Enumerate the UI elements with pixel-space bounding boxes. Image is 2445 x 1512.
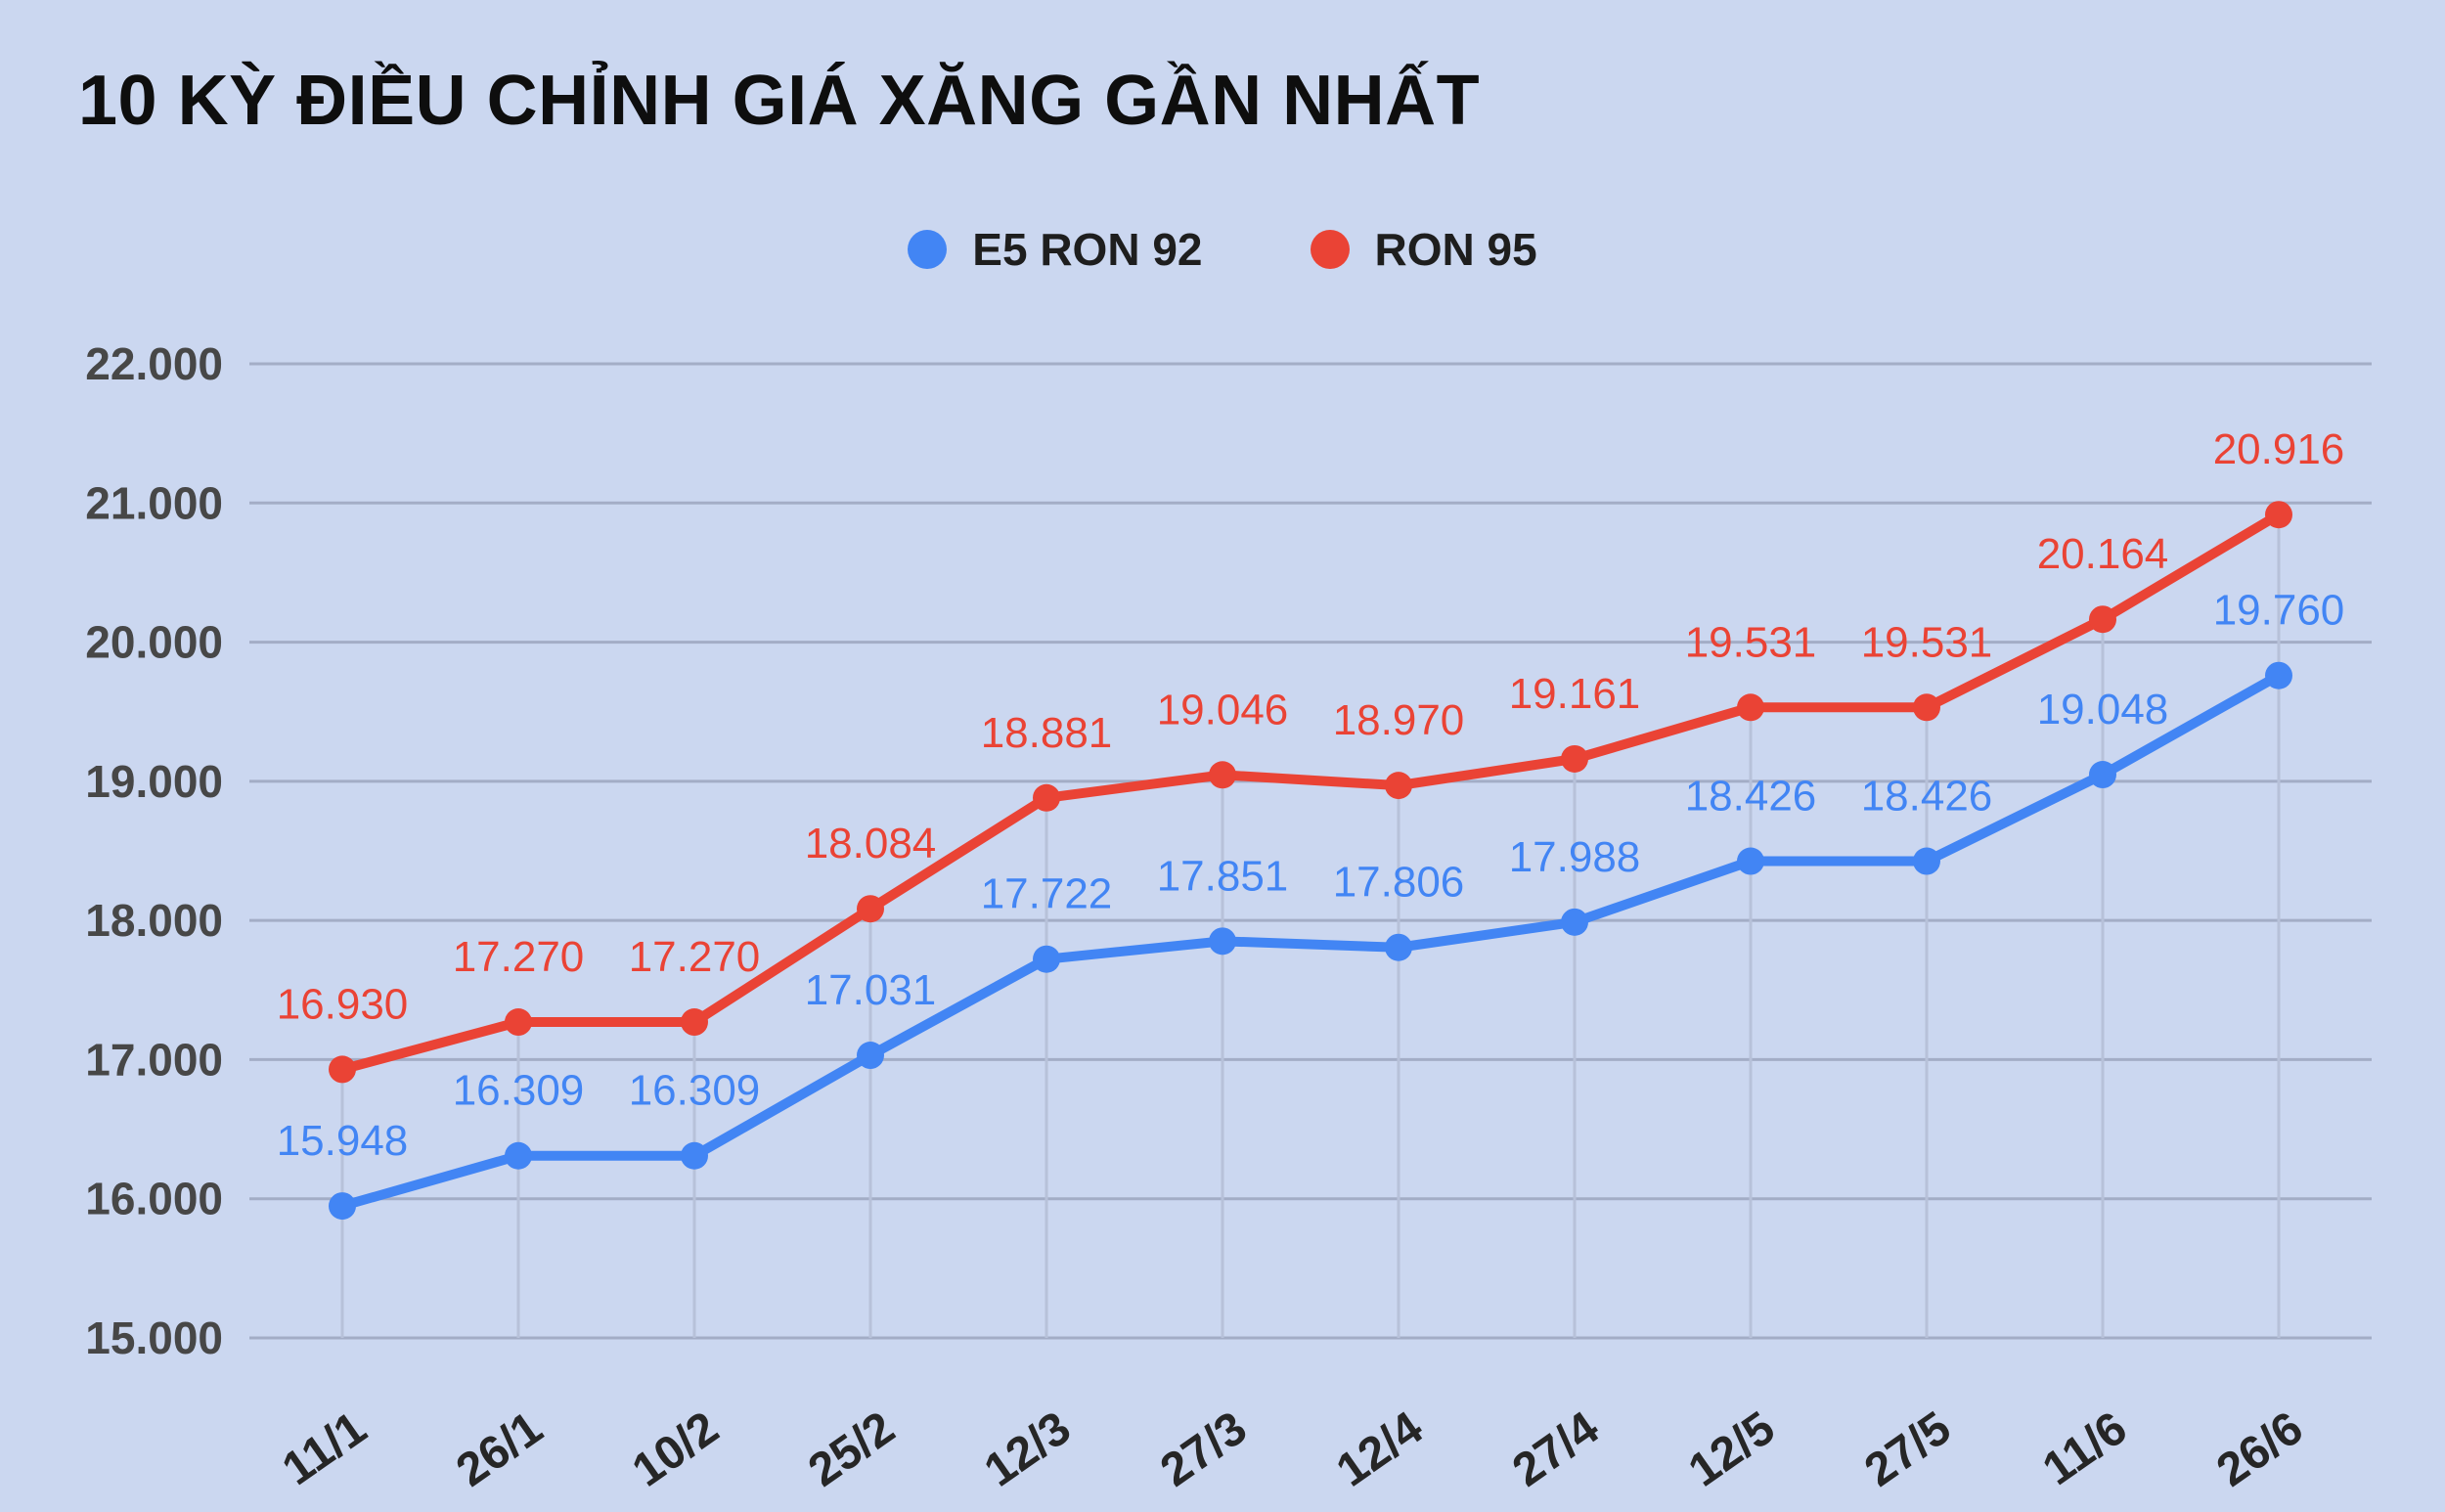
data-point (1913, 847, 1940, 875)
data-label: 18.970 (1333, 696, 1465, 744)
data-label: 20.916 (2213, 425, 2345, 473)
data-point (2089, 761, 2116, 789)
data-label: 18.426 (1861, 773, 1993, 821)
x-tick-label: 25/2 (799, 1402, 904, 1497)
y-tick-label: 22.000 (85, 338, 223, 389)
data-point (1209, 927, 1236, 956)
data-label: 17.270 (453, 933, 585, 981)
data-label: 20.164 (2037, 530, 2169, 578)
y-tick-label: 17.000 (85, 1034, 223, 1085)
y-tick-label: 18.000 (85, 895, 223, 946)
x-tick-label: 26/1 (447, 1402, 552, 1497)
y-tick-label: 19.000 (85, 756, 223, 807)
series-line (337, 670, 2284, 1212)
legend-label: RON 95 (1374, 224, 1537, 275)
y-tick-label: 20.000 (85, 617, 223, 668)
x-tick-label: 12/4 (1327, 1401, 1432, 1496)
chart-title: 10 KỲ ĐIỀU CHỈNH GIÁ XĂNG GẦN NHẤT (78, 62, 1481, 140)
data-label: 17.031 (805, 966, 937, 1014)
data-point (505, 1141, 532, 1170)
data-label: 17.270 (629, 933, 761, 981)
x-tick-label: 26/6 (2207, 1402, 2312, 1497)
data-label: 16.309 (453, 1067, 585, 1115)
y-tick-label: 15.000 (85, 1312, 223, 1363)
data-label: 17.851 (1157, 852, 1289, 900)
data-point (857, 895, 884, 923)
x-tick-label: 12/5 (1679, 1402, 1784, 1497)
data-label: 19.760 (2213, 587, 2345, 635)
legend-dot-blue-icon (908, 230, 948, 269)
data-label: 15.948 (277, 1117, 409, 1165)
data-point (2265, 661, 2292, 689)
data-point (1913, 693, 1940, 722)
data-point (681, 1008, 708, 1037)
data-point (2265, 501, 2292, 529)
data-label: 19.161 (1509, 670, 1641, 718)
data-point (1385, 933, 1412, 961)
data-label: 17.722 (981, 870, 1113, 918)
data-label: 19.531 (1685, 618, 1817, 666)
data-label: 16.930 (277, 980, 409, 1028)
data-point (1561, 744, 1588, 773)
data-point (329, 1192, 356, 1221)
x-tick-label: 11/1 (274, 1402, 377, 1495)
y-tick-label: 16.000 (85, 1174, 223, 1224)
data-point (329, 1055, 356, 1084)
data-point (1385, 772, 1412, 800)
data-label: 16.309 (629, 1067, 761, 1115)
data-point (1209, 761, 1236, 789)
data-point (2089, 605, 2116, 634)
data-point (857, 1042, 884, 1070)
data-point (1561, 908, 1588, 936)
data-label: 19.531 (1861, 618, 1993, 666)
data-label: 17.988 (1509, 833, 1641, 881)
legend-dot-red-icon (1310, 230, 1350, 269)
data-point (505, 1008, 532, 1037)
x-tick-label: 12/3 (975, 1402, 1080, 1497)
data-label: 19.046 (1157, 686, 1289, 734)
x-tick-label: 11/6 (2034, 1402, 2137, 1495)
data-label: 18.084 (805, 820, 937, 867)
data-point (1737, 847, 1764, 875)
data-label: 19.048 (2037, 686, 2169, 734)
data-point (1033, 783, 1060, 812)
x-tick-label: 27/4 (1503, 1401, 1608, 1496)
data-label: 18.426 (1685, 773, 1817, 821)
series-line (337, 510, 2284, 1075)
x-tick-label: 27/5 (1855, 1402, 1960, 1497)
y-tick-label: 21.000 (85, 477, 223, 528)
x-tick-label: 27/3 (1151, 1402, 1256, 1497)
data-point (681, 1141, 708, 1170)
data-point (1033, 945, 1060, 973)
legend-item-e5-ron-92: E5 RON 92 (908, 223, 1203, 276)
x-tick-label: 10/2 (623, 1402, 728, 1497)
legend-label: E5 RON 92 (972, 224, 1203, 275)
legend-item-ron-95: RON 95 (1310, 223, 1537, 276)
data-label: 17.806 (1333, 859, 1465, 907)
data-label: 18.881 (981, 709, 1113, 757)
data-point (1737, 693, 1764, 722)
legend: E5 RON 92 RON 95 (0, 223, 2445, 276)
